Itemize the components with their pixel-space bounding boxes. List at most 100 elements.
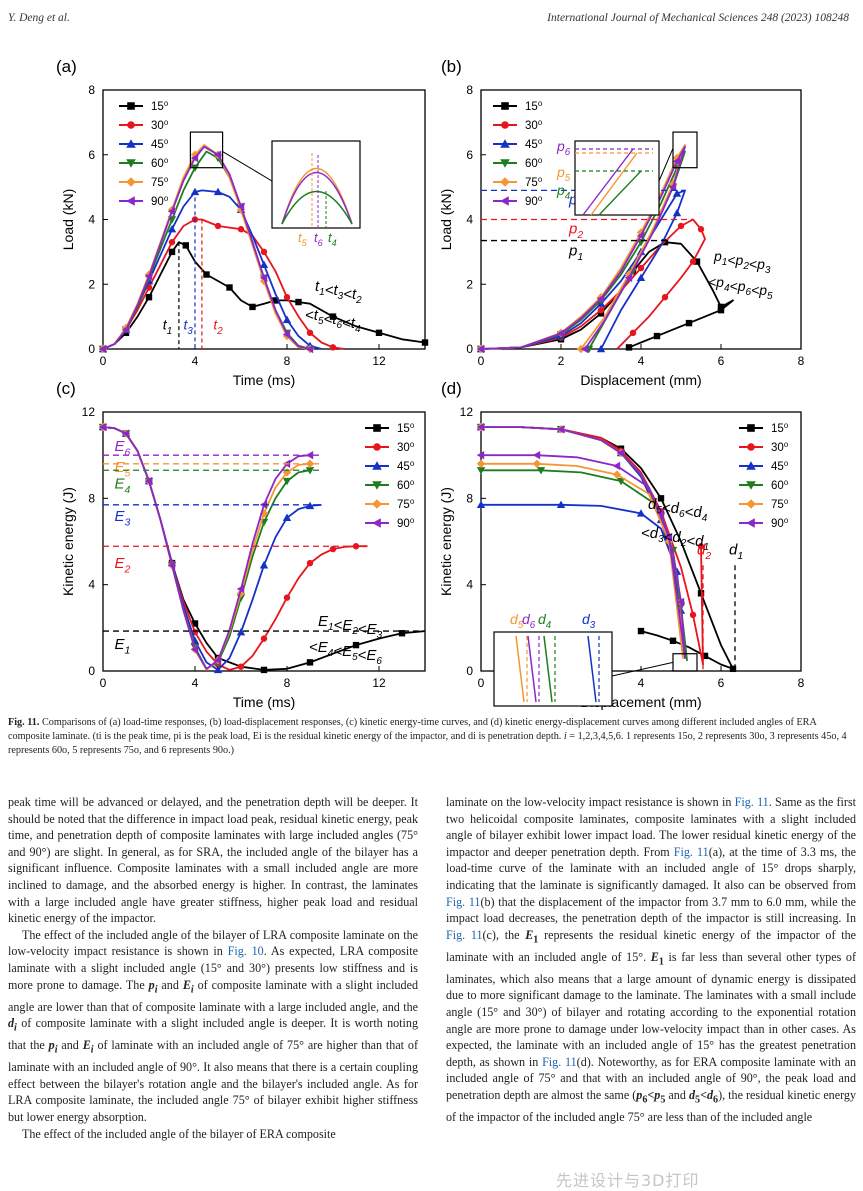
data-point [145, 294, 153, 301]
series-triangle-left [476, 145, 686, 354]
legend-label: 60⁰ [525, 158, 543, 170]
data-point [747, 443, 755, 451]
fig-11-link[interactable]: Fig. 11 [542, 1054, 577, 1069]
data-point [372, 499, 382, 509]
data-point [260, 666, 268, 674]
legend-item: 15⁰ [739, 423, 789, 435]
series-square [99, 241, 429, 353]
data-point [636, 231, 645, 240]
series-line [102, 145, 311, 350]
legend-label: 30⁰ [151, 120, 169, 132]
peak-load-label: p1 [568, 243, 583, 264]
data-point [191, 620, 199, 627]
data-point [144, 476, 153, 486]
y-axis-label: Load (kN) [60, 189, 76, 250]
zoom-box [189, 131, 224, 169]
inset-label: t4 [328, 230, 337, 248]
inset-curve [598, 170, 642, 216]
data-point [236, 627, 246, 636]
peak-time-label: t3 [184, 317, 194, 337]
data-point [746, 518, 755, 528]
data-point [672, 189, 682, 197]
residual-energy-label: E3 [115, 508, 131, 529]
residual-energy-label: E5 [115, 459, 131, 480]
y-axis-label: Kinetic energy (J) [60, 487, 76, 596]
legend-item: 15⁰ [493, 101, 543, 113]
inset-label: t5 [298, 230, 308, 248]
data-point [98, 422, 107, 432]
y-tick-label: 0 [88, 664, 95, 678]
legend-label: 45⁰ [771, 461, 789, 473]
fig-11-link[interactable]: Fig. 11 [673, 844, 709, 859]
y-tick-label: 0 [466, 664, 473, 678]
legend-item: 60⁰ [493, 158, 543, 170]
data-point [500, 159, 510, 168]
data-point [636, 273, 646, 281]
x-tick-label: 0 [100, 676, 107, 690]
legend-item: 75⁰ [365, 499, 415, 511]
data-point [226, 284, 233, 291]
inset-label: d6 [522, 611, 536, 631]
data-point [624, 273, 633, 282]
data-point [685, 319, 693, 327]
data-point [372, 481, 382, 490]
y-tick-label: 0 [88, 342, 95, 356]
data-point [747, 424, 755, 432]
data-point [476, 422, 485, 432]
legend-item: 15⁰ [119, 101, 169, 113]
y-axis-label: Kinetic energy (J) [438, 487, 454, 596]
data-point [656, 509, 665, 518]
caption-tail: = 1,2,3,4,5,6. 1 represents 15o, 2 repre… [8, 731, 847, 756]
data-point [556, 500, 566, 509]
legend-item: 30⁰ [119, 120, 169, 132]
y-tick-label: 8 [88, 83, 95, 97]
relation-text: <p4<p6<p5 [708, 274, 773, 302]
peak-time-label: t2 [213, 317, 223, 337]
y-tick-label: 12 [82, 405, 96, 419]
data-point [532, 459, 542, 468]
legend-label: 30⁰ [397, 442, 415, 454]
paragraph: The effect of the included angle of the … [22, 1126, 336, 1141]
legend-label: 90⁰ [397, 518, 415, 530]
legend-item: 60⁰ [119, 158, 169, 170]
legend-item: 45⁰ [493, 139, 543, 151]
y-tick-label: 6 [88, 148, 95, 162]
series-triangle-up [98, 422, 322, 674]
legend-label: 15⁰ [397, 423, 415, 435]
data-point [282, 477, 292, 486]
fig-10-link[interactable]: Fig. 10 [227, 944, 264, 959]
data-point [260, 248, 268, 256]
data-point [476, 344, 485, 354]
inset-curve-90 [281, 172, 353, 225]
x-tick-label: 6 [718, 354, 725, 368]
legend-item: 15⁰ [365, 423, 415, 435]
fig-11-link[interactable]: Fig. 11 [734, 795, 769, 809]
data-point [283, 594, 291, 601]
data-point [282, 513, 292, 521]
data-point [500, 196, 509, 206]
relation-text: <t5<t6<t4 [305, 307, 361, 335]
fig-11-link[interactable]: Fig. 11 [446, 894, 481, 909]
legend-item: 45⁰ [739, 461, 789, 473]
data-point [717, 306, 725, 314]
legend-item: 60⁰ [739, 480, 789, 492]
body-column-right: laminate on the low-velocity impact resi… [446, 794, 856, 1126]
chart-panel: (b) 0 2 4 6 8 0 2 4 6 8 Displacement (mm) Load (kN) 1… [438, 57, 805, 388]
data-point [352, 641, 360, 649]
data-point [329, 545, 337, 553]
data-point [213, 665, 223, 674]
fig-11-link[interactable]: Fig. 11 [446, 927, 483, 942]
y-tick-label: 4 [466, 578, 473, 592]
data-point [283, 294, 291, 301]
inset-curve [582, 148, 634, 216]
data-point [672, 208, 682, 217]
y-tick-label: 4 [88, 578, 95, 592]
data-point [329, 344, 337, 351]
data-point [167, 225, 177, 233]
data-point [144, 271, 153, 281]
panel-label: (c) [56, 379, 76, 398]
data-point [203, 271, 210, 278]
paragraph: laminate on the low-velocity impact resi… [446, 795, 857, 1124]
data-point [372, 461, 382, 470]
data-point [190, 153, 199, 163]
